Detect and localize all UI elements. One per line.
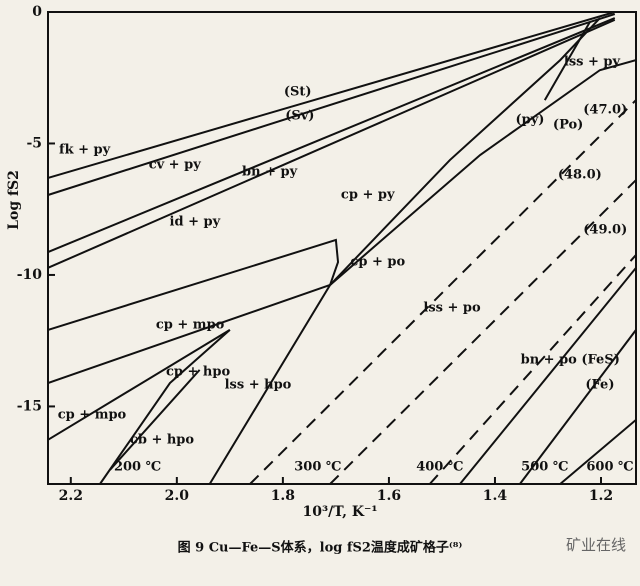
region-label: (py) (515, 113, 544, 128)
region-label: (48.0) (558, 168, 602, 183)
dashed-boundary (429, 254, 637, 485)
region-label: cp + hpo (166, 364, 230, 379)
region-label: (St) (284, 84, 312, 99)
region-label: 600 ℃ (586, 459, 633, 474)
phase-boundary (47, 11, 616, 179)
region-label: id + py (170, 214, 221, 229)
region-label: 300 ℃ (294, 459, 341, 474)
region-label: cv + py (149, 158, 202, 173)
y-tick-label: -5 (26, 135, 42, 151)
x-tick-label: 1.8 (271, 488, 295, 504)
x-tick-label: 2.0 (165, 488, 190, 504)
phase-boundary (99, 329, 231, 485)
phase-boundary (47, 238, 340, 331)
x-tick-label: 2.2 (59, 488, 83, 504)
x-tick-label: 1.2 (589, 488, 613, 504)
dashed-boundary (329, 179, 637, 485)
caption: 图 9 Cu—Fe—S体系，log fS2温度成矿格子⁽⁸⁾ (178, 540, 463, 556)
phase-boundary (459, 267, 637, 485)
y-tick-label: -15 (17, 398, 42, 414)
x-axis-label: 10³/T, K⁻¹ (302, 504, 377, 520)
phase-boundary (329, 59, 637, 286)
region-label: lss + po (423, 300, 481, 315)
region-label: lss + hpo (225, 377, 292, 392)
y-tick-label: 0 (32, 4, 42, 20)
plot-frame (47, 11, 637, 485)
region-label: cp + po (350, 255, 405, 270)
region-label: (Fe) (585, 377, 614, 392)
region-label: bn + py (242, 164, 298, 179)
region-label: fk + py (59, 143, 111, 158)
phase-boundary (543, 21, 591, 101)
x-tick-label: 1.4 (483, 488, 508, 504)
phase-boundary (47, 13, 616, 196)
phase-boundary (47, 284, 331, 384)
x-tick-label: 1.6 (377, 488, 401, 504)
y-axis-label: Log fS2 (6, 170, 22, 230)
region-label: 500 ℃ (521, 459, 568, 474)
phase-boundary (47, 329, 231, 441)
region-label: cp + mpo (58, 407, 127, 422)
region-label: cb + hpo (130, 432, 194, 447)
region-label: (47.0) (583, 103, 627, 118)
region-label: cp + py (341, 188, 395, 203)
region-label: cp + mpo (156, 317, 225, 332)
phase-boundary (559, 419, 637, 485)
region-label: (49.0) (583, 222, 627, 237)
y-tick-label: -10 (17, 267, 43, 283)
phase-boundary (47, 17, 616, 254)
phase-boundary (208, 17, 601, 485)
phase-boundary (519, 329, 637, 485)
phase-boundary (109, 369, 201, 471)
region-label: (Sv) (285, 108, 314, 123)
region-label: bn + po (FeS) (521, 352, 620, 367)
phase-boundary (47, 18, 616, 269)
region-label: 200 ℃ (114, 459, 161, 474)
watermark: 矿业在线 (566, 536, 626, 554)
region-label: 400 ℃ (416, 459, 463, 474)
dashed-boundary (249, 99, 637, 485)
region-label: lss + py (564, 54, 621, 69)
region-label: (Po) (553, 118, 583, 133)
